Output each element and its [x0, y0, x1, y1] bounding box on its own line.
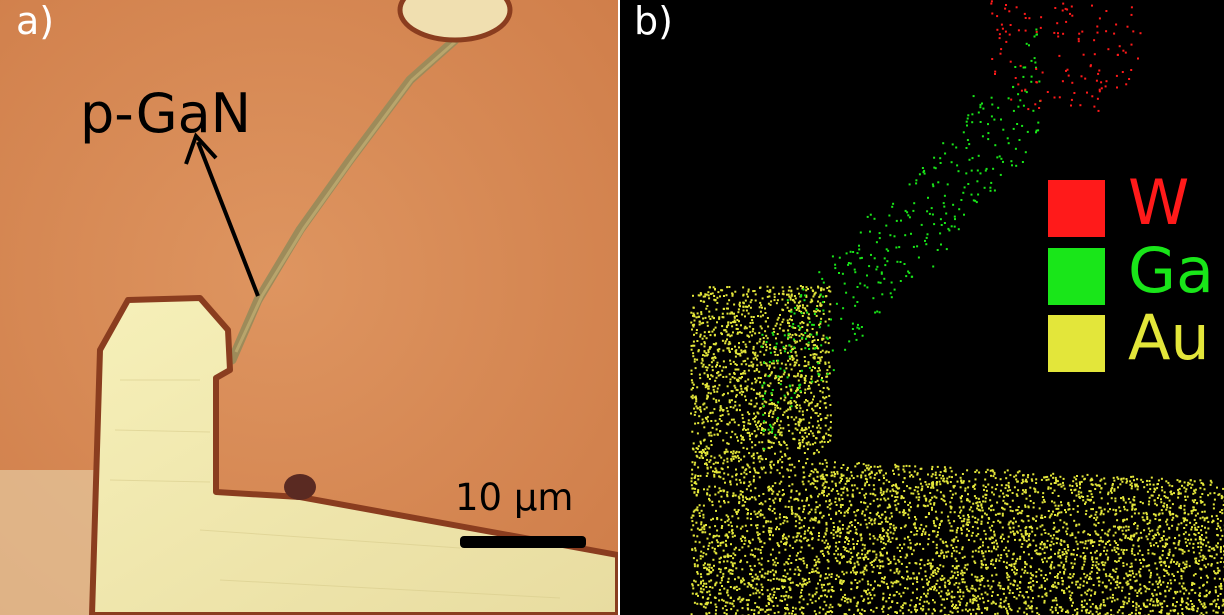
elemental-map [690, 0, 1224, 615]
scale-bar-label: 10 µm [455, 476, 574, 519]
optical-micrograph-panel: a) p-GaN 10 µm [0, 0, 618, 615]
legend-label-ga: Ga [1128, 234, 1215, 307]
legend-item-au: Au [1048, 307, 1224, 375]
legend-swatch-ga [1048, 248, 1105, 305]
particle [284, 474, 316, 500]
nanowire-highlight [234, 40, 456, 353]
legend-swatch-w [1048, 180, 1105, 237]
micrograph-image [0, 0, 618, 615]
metal-texture [109, 379, 561, 599]
panel-b-label: b) [634, 0, 673, 43]
ga-signal [760, 28, 1042, 450]
legend-item-ga: Ga [1048, 240, 1224, 308]
legend-item-w: W [1048, 172, 1224, 240]
panel-a-label: a) [16, 0, 55, 43]
legend-label-w: W [1128, 166, 1190, 239]
arrow-head [184, 132, 218, 165]
au-signal [690, 285, 1224, 615]
metal-contact [89, 295, 618, 615]
scale-bar [460, 536, 586, 548]
arrow-shaft [196, 141, 260, 297]
legend-swatch-au [1048, 315, 1105, 372]
top-contact [397, 0, 513, 43]
elemental-map-panel: b) W Ga Au [620, 0, 1224, 615]
w-signal [990, 0, 1142, 112]
p-gan-annotation: p-GaN [80, 82, 252, 145]
legend-label-au: Au [1128, 301, 1210, 374]
